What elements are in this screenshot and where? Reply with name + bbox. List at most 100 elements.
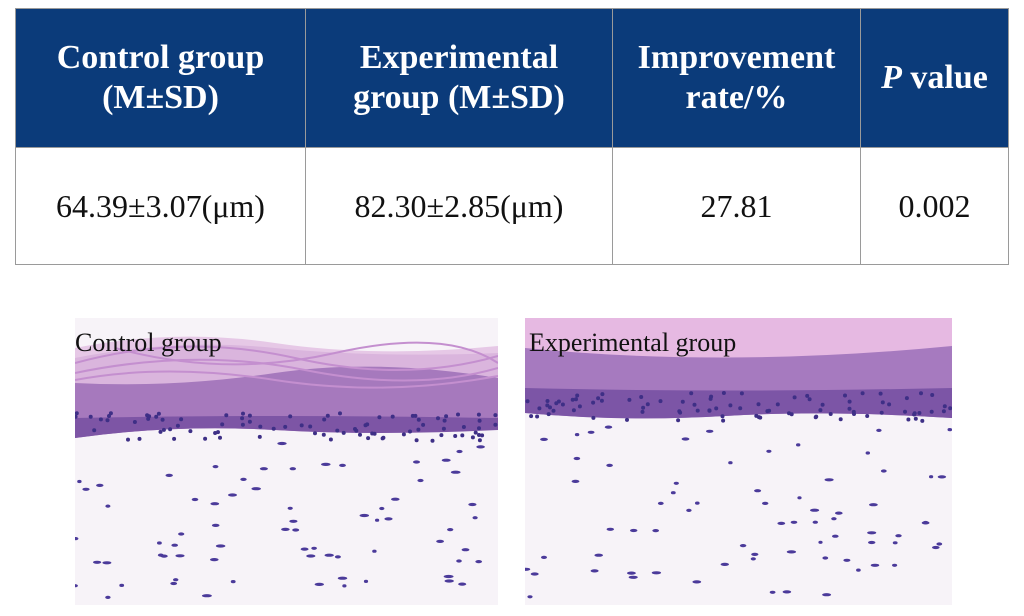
cell-nucleus [476, 445, 485, 449]
basal-nucleus [600, 392, 605, 397]
basal-nucleus [537, 406, 542, 411]
basal-nucleus [476, 412, 481, 417]
basal-nucleus [640, 409, 645, 414]
cell-nucleus [876, 428, 882, 432]
cell-nucleus [657, 501, 664, 505]
basal-nucleus [709, 394, 714, 399]
cell-nucleus [289, 519, 298, 523]
header-row: Control group (M±SD) Experimental group … [15, 8, 1009, 148]
cell-nucleus [444, 579, 454, 583]
cell-nucleus [892, 541, 898, 545]
basal-nucleus [439, 433, 444, 438]
cell-nucleus [334, 555, 341, 559]
basal-nucleus [571, 408, 576, 413]
basal-nucleus [545, 403, 550, 408]
cell-nucleus [96, 483, 104, 487]
cell-nucleus [472, 516, 478, 520]
cell-nucleus [947, 428, 952, 432]
basal-nucleus [477, 438, 482, 443]
cell-nucleus [372, 549, 377, 553]
basal-nucleus [147, 414, 152, 419]
cell-nucleus [201, 594, 212, 598]
basal-nucleus [442, 418, 447, 423]
basal-nucleus [570, 397, 575, 402]
basal-nucleus [477, 433, 481, 437]
basal-nucleus [154, 414, 159, 419]
basal-nucleus [444, 414, 449, 419]
basal-nucleus [493, 422, 498, 427]
basal-nucleus [370, 431, 375, 436]
basal-nucleus [574, 397, 578, 402]
basal-nucleus [377, 415, 382, 420]
cell-nucleus [75, 537, 79, 541]
basal-nucleus [322, 417, 327, 422]
basal-nucleus [313, 431, 317, 436]
basal-nucleus [224, 413, 229, 418]
cell-nucleus [178, 532, 185, 536]
basal-nucleus [756, 415, 761, 420]
basal-nucleus [137, 436, 142, 441]
cell-nucleus [443, 574, 454, 579]
cell-nucleus [391, 497, 400, 501]
basal-nucleus [720, 414, 725, 419]
cell-nucleus [750, 557, 756, 561]
cell-nucleus [822, 593, 832, 597]
cell-nucleus [822, 556, 829, 560]
cell-nucleus [441, 458, 451, 462]
cell-nucleus [171, 543, 178, 547]
basal-nucleus [156, 411, 161, 416]
cell-nucleus [937, 475, 947, 479]
basal-nucleus [906, 417, 911, 422]
basal-nucleus [421, 422, 426, 427]
cell-nucleus [824, 478, 834, 482]
cell-nucleus [606, 463, 613, 467]
cell-nucleus [681, 437, 690, 441]
cell-nucleus [720, 562, 729, 566]
cell-nucleus [212, 465, 219, 469]
basal-nucleus [308, 424, 313, 429]
cell-nucleus [856, 568, 861, 572]
cell-nucleus [102, 561, 112, 565]
cell-nucleus [932, 545, 940, 550]
cell-nucleus [796, 443, 801, 447]
cell-nucleus [527, 595, 533, 599]
basal-nucleus [775, 402, 780, 407]
cell-nucleus [797, 496, 802, 500]
cell-nucleus [105, 504, 111, 508]
basal-nucleus [416, 417, 421, 422]
cell-nucleus [300, 547, 309, 551]
basal-nucleus [470, 435, 475, 440]
cell-nucleus [739, 544, 747, 548]
cell-nucleus [895, 534, 902, 538]
basal-nucleus [575, 393, 580, 398]
cell: 64.39±3.07(μm) [15, 147, 306, 265]
basal-nucleus [838, 417, 843, 422]
cell-nucleus [461, 548, 470, 552]
basal-nucleus [912, 411, 917, 416]
cell-nucleus [835, 511, 843, 515]
cell-nucleus [868, 540, 876, 545]
basal-nucleus [680, 399, 685, 404]
cell-nucleus [587, 430, 595, 434]
basal-nucleus [929, 409, 934, 414]
cell-nucleus [215, 544, 226, 548]
basal-nucleus [126, 437, 130, 442]
cell-nucleus [686, 508, 692, 512]
basal-nucleus [341, 430, 346, 435]
cell-nucleus [921, 521, 930, 525]
header-cell: P value [860, 8, 1009, 148]
basal-nucleus [695, 408, 700, 413]
basal-nucleus [335, 428, 340, 433]
cell-nucleus [594, 553, 603, 557]
basal-nucleus [473, 430, 478, 435]
basal-nucleus [132, 420, 137, 424]
basal-nucleus [880, 400, 885, 405]
cell-nucleus [652, 529, 659, 533]
cell-nucleus [363, 579, 369, 583]
basal-nucleus [390, 414, 395, 419]
basal-nucleus [529, 414, 534, 419]
basal-nucleus [813, 415, 818, 420]
cell-nucleus [790, 520, 798, 524]
basal-nucleus [441, 426, 446, 431]
basal-nucleus [414, 438, 419, 443]
